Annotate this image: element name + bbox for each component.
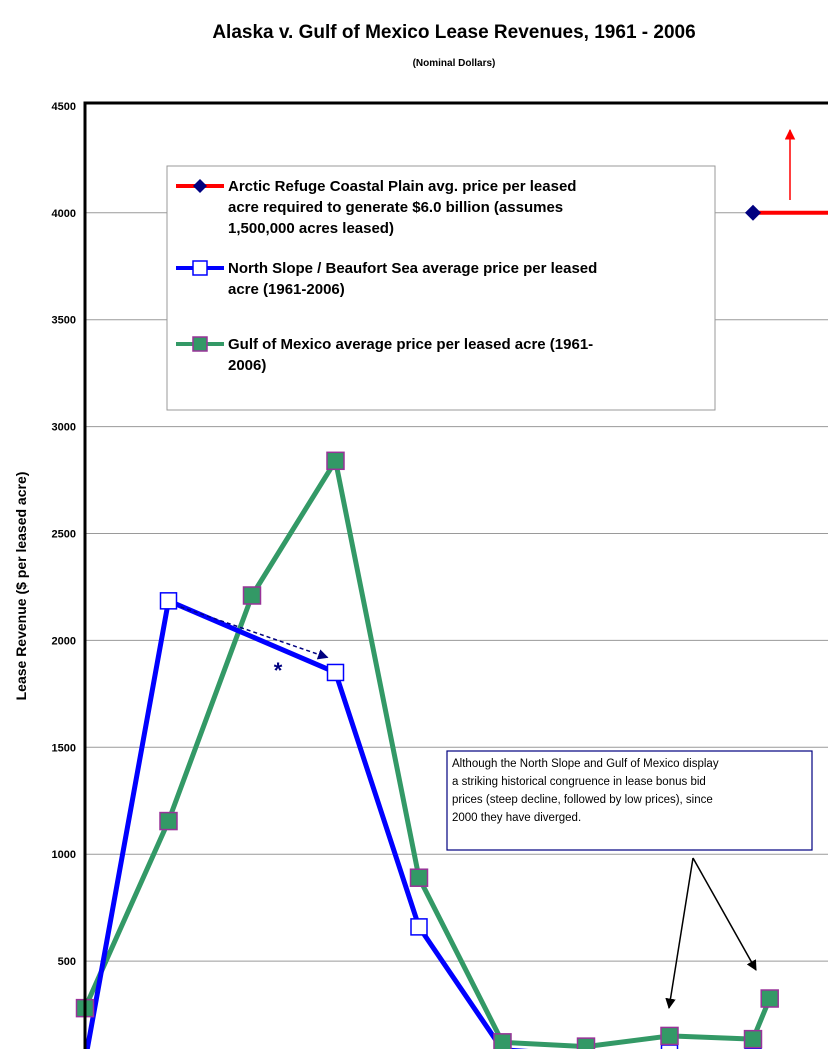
y-tick-label: 4000	[52, 208, 76, 220]
north-slope-point	[326, 663, 345, 682]
legend-arctic-refuge-swatch-marker	[193, 179, 207, 193]
legend-north-slope-text: acre (1961-2006)	[228, 281, 345, 298]
star-marker: *	[274, 658, 283, 683]
note-line: a striking historical congruence in leas…	[452, 776, 706, 788]
legend-gulf-of-mexico-swatch-marker	[192, 336, 208, 352]
gulf-of-mexico-point	[743, 1029, 763, 1049]
note-line: 2000 they have diverged.	[452, 812, 581, 824]
north-slope-point	[159, 592, 178, 610]
axes	[83, 101, 828, 1049]
chart-subtitle: (Nominal Dollars)	[413, 58, 496, 69]
gulf-of-mexico-point	[576, 1037, 596, 1049]
y-tick-label: 3000	[52, 422, 76, 434]
note-arrow-left	[665, 857, 694, 1010]
y-tick-label: 1000	[52, 849, 76, 861]
north-slope-point	[410, 918, 428, 936]
gulf-of-mexico-point	[760, 989, 779, 1008]
legend-gulf-of-mexico-text: 2006)	[228, 357, 266, 374]
legend-box	[166, 165, 716, 411]
note-line: Although the North Slope and Gulf of Mex…	[452, 758, 719, 770]
north-slope-point	[660, 1044, 679, 1049]
arctic-refuge-point	[745, 204, 761, 221]
legend-north-slope-swatch-marker	[192, 260, 208, 276]
gulf-of-mexico-point	[409, 868, 429, 887]
gulf-of-mexico-point	[242, 586, 262, 605]
y-tick-label: 2000	[52, 635, 76, 647]
y-tick-label: 500	[58, 956, 76, 968]
legend-arctic-refuge-text: Arctic Refuge Coastal Plain avg. price p…	[228, 178, 576, 195]
y-tick-labels: 500 1000 1500 2000 2500 3000 3500 4000 4500	[52, 101, 76, 968]
legend-arctic-refuge-text: 1,500,000 acres leased)	[228, 220, 394, 237]
gulf-of-mexico-point	[493, 1033, 512, 1049]
legend-gulf-of-mexico-text: Gulf of Mexico average price per leased …	[228, 336, 593, 353]
y-axis-label: Lease Revenue ($ per leased acre)	[13, 472, 29, 701]
note-box	[446, 750, 813, 851]
gulf-of-mexico-point	[326, 451, 345, 471]
note-arrow-right	[692, 857, 757, 971]
legend-arctic-refuge: Arctic Refuge Coastal Plain avg. price p…	[176, 178, 576, 237]
annotations: * Although the North Slope and Gulf of Me…	[180, 128, 813, 1010]
note-line: prices (steep decline, followed by low p…	[452, 794, 713, 806]
y-tick-label: 1500	[52, 742, 76, 754]
y-tick-label: 2500	[52, 529, 76, 541]
y-tick-label: 4500	[52, 101, 76, 113]
legend-arctic-refuge-text: acre required to generate $6.0 billion (…	[228, 199, 563, 216]
gulf-of-mexico-line	[82, 458, 773, 1049]
legend-gulf-of-mexico: Gulf of Mexico average price per leased …	[176, 336, 593, 374]
chart-title: Alaska v. Gulf of Mexico Lease Revenues,…	[212, 22, 695, 43]
divergence-dashed-arrow	[180, 606, 329, 660]
y-tick-label: 3500	[52, 315, 76, 327]
gulf-of-mexico-point	[660, 1026, 679, 1046]
legend-north-slope-text: North Slope / Beaufort Sea average price…	[228, 260, 597, 277]
legend-north-slope: North Slope / Beaufort Sea average price…	[176, 260, 597, 298]
gulf-of-mexico-point	[159, 811, 178, 831]
legend: Arctic Refuge Coastal Plain avg. price p…	[166, 165, 716, 411]
